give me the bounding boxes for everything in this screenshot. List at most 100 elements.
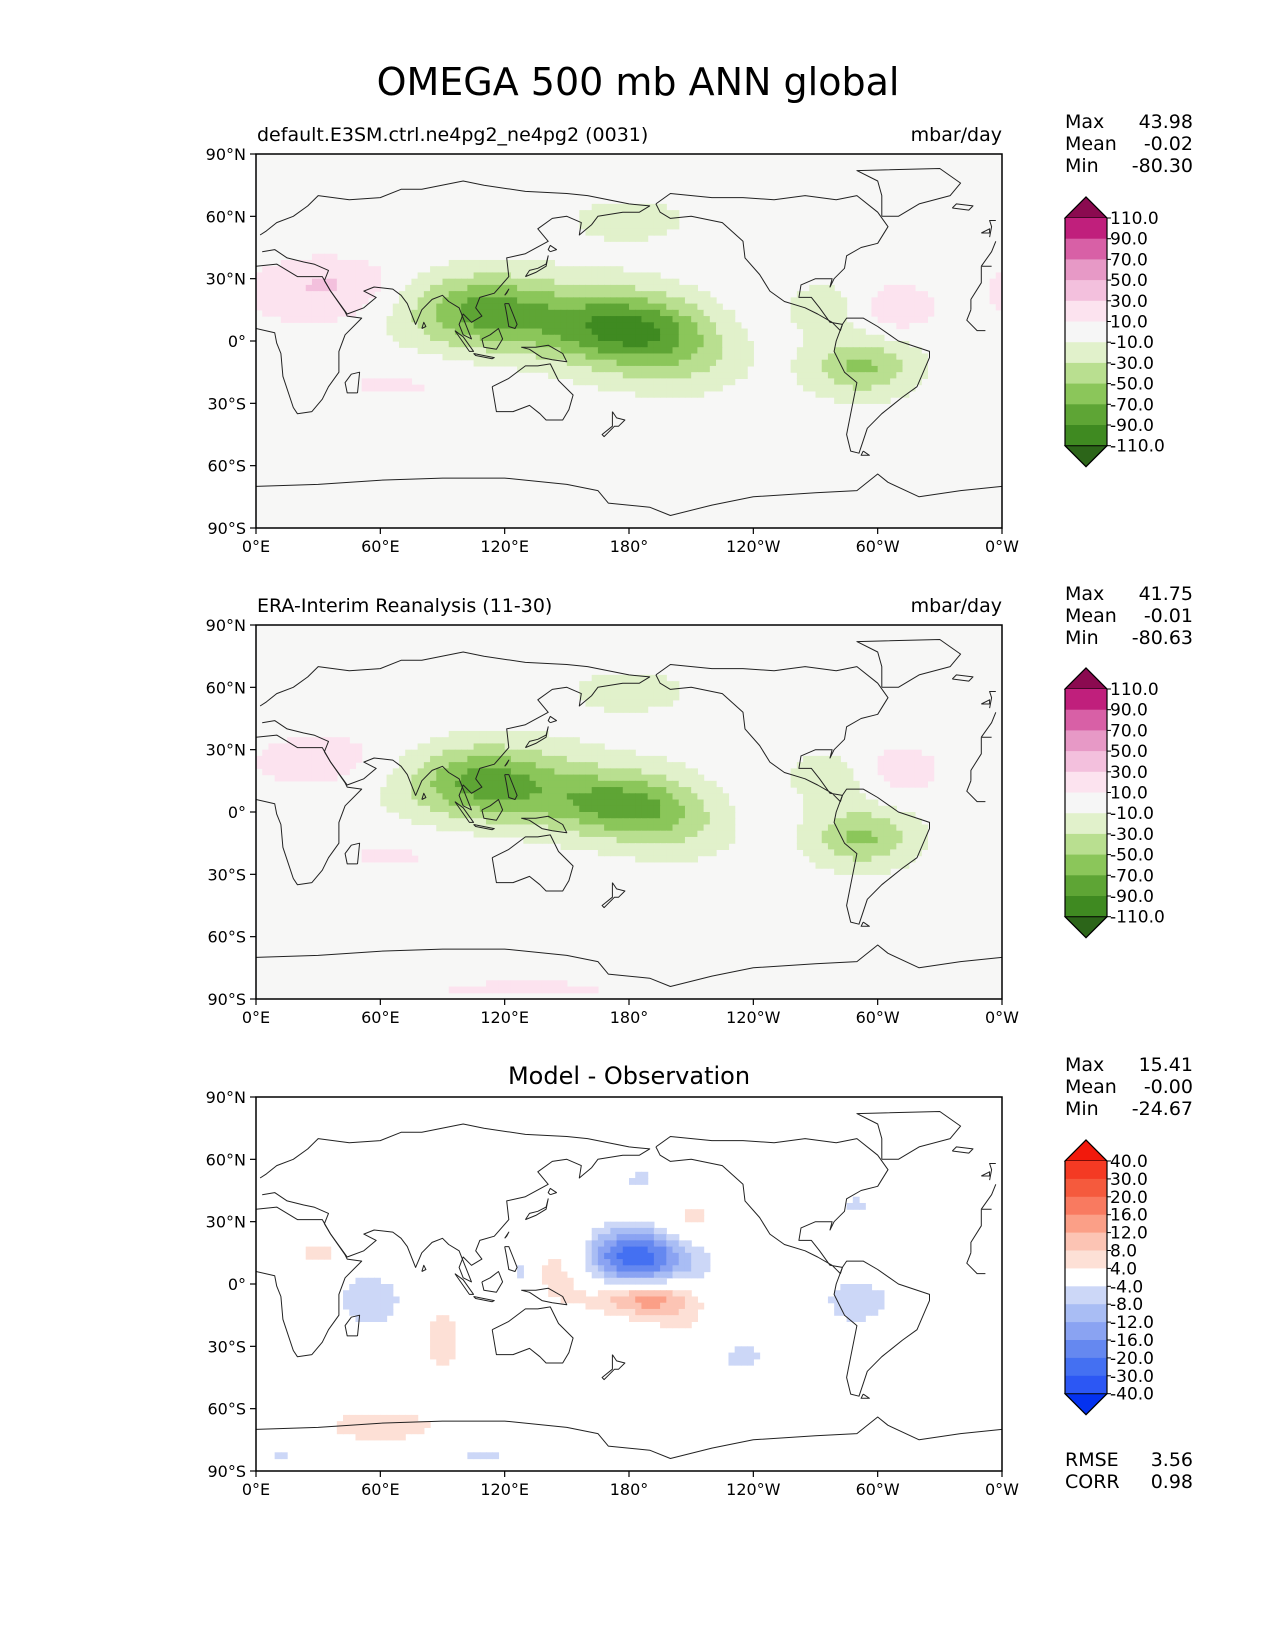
contour-cell — [349, 259, 357, 267]
contour-cell — [859, 359, 866, 367]
contour-cell — [523, 836, 531, 844]
contour-cell — [523, 755, 531, 763]
x-tick-label: 0°E — [242, 537, 270, 556]
y-tick-label: 60°N — [206, 678, 246, 697]
contour-cell — [641, 216, 649, 224]
contour-cell — [287, 774, 294, 782]
contour-cell — [877, 824, 885, 832]
contour-cell — [473, 291, 481, 298]
contour-cell — [883, 843, 891, 850]
contour-cell — [473, 749, 481, 757]
contour-cell — [554, 805, 562, 813]
contour-cell — [566, 334, 574, 342]
contour-cell — [846, 774, 854, 782]
y-tick-label: 30°N — [206, 741, 246, 760]
contour-cell — [827, 818, 835, 826]
contour-cell — [635, 272, 643, 280]
contour-cell — [616, 284, 624, 292]
contour-cell — [467, 812, 475, 819]
contour-cell — [355, 1290, 363, 1298]
contour-cell — [541, 986, 549, 994]
contour-cell — [827, 849, 835, 857]
contour-cell — [405, 1421, 413, 1428]
contour-cell — [896, 291, 904, 298]
contour-cell — [597, 1240, 605, 1248]
contour-cell — [591, 334, 599, 342]
contour-cell — [498, 830, 506, 838]
contour-cell — [865, 378, 873, 386]
contour-cell — [840, 836, 848, 844]
contour-cell — [622, 749, 630, 757]
contour-cell — [504, 322, 512, 330]
contour-cell — [821, 291, 829, 298]
contour-cell — [473, 309, 481, 317]
contour-cell — [840, 1308, 848, 1316]
contour-cell — [597, 222, 605, 230]
contour-cell — [678, 1271, 686, 1279]
contour-cell — [678, 334, 686, 342]
contour-cell — [510, 755, 518, 763]
contour-cell — [622, 1259, 630, 1266]
contour-cell — [585, 359, 593, 367]
contour-cell — [834, 793, 841, 801]
contour-cell — [486, 272, 493, 280]
contour-cell — [883, 384, 891, 392]
contour-cell — [709, 347, 717, 355]
colorbar-label: -16.0 — [1110, 1331, 1154, 1351]
contour-cell — [492, 749, 500, 757]
contour-cell — [554, 737, 562, 745]
contour-cell — [423, 297, 431, 305]
contour-cell — [311, 284, 319, 292]
contour-cell — [517, 730, 524, 738]
contour-cell — [398, 805, 406, 813]
contour-cell — [405, 855, 413, 863]
contour-cell — [641, 284, 649, 292]
contour-cell — [896, 762, 904, 769]
contour-cell — [492, 309, 500, 317]
contour-cell — [610, 780, 618, 788]
contour-cell — [398, 849, 406, 857]
contour-cell — [629, 316, 636, 323]
contour-cell — [355, 1433, 363, 1441]
contour-cell — [796, 303, 804, 311]
contour-cell — [629, 210, 636, 217]
contour-cell — [423, 768, 431, 776]
contour-cell — [666, 774, 674, 782]
contour-cell — [579, 1290, 587, 1298]
contour-cell — [635, 322, 643, 330]
contour-cell — [498, 322, 506, 330]
contour-cell — [635, 1315, 643, 1322]
panel-difference-contours — [274, 1171, 885, 1460]
contour-cell — [684, 1315, 692, 1322]
contour-cell — [840, 1290, 848, 1298]
contour-cell — [405, 805, 413, 813]
contour-cell — [815, 812, 823, 819]
contour-cell — [877, 372, 885, 379]
contour-cell — [728, 812, 736, 819]
contour-cell — [311, 774, 319, 782]
contour-cell — [430, 272, 437, 280]
contour-cell — [479, 730, 487, 738]
contour-cell — [591, 1246, 599, 1254]
contour-cell — [560, 272, 568, 280]
contour-cell — [504, 799, 512, 807]
contour-cell — [635, 1234, 643, 1241]
contour-cell — [703, 309, 711, 317]
contour-cell — [535, 762, 543, 769]
contour-cell — [678, 359, 686, 367]
contour-cell — [299, 278, 307, 286]
contour-cell — [877, 812, 885, 819]
contour-cell — [734, 372, 742, 379]
contour-cell — [430, 818, 437, 826]
contour-cell — [417, 322, 425, 330]
contour-cell — [510, 297, 518, 305]
corr-value: 0.98 — [1151, 1471, 1193, 1493]
contour-cell — [622, 1308, 630, 1316]
contour-cell — [803, 824, 810, 832]
colorbar-segment — [1065, 280, 1107, 302]
contour-cell — [504, 341, 512, 348]
contour-cell — [479, 986, 487, 994]
contour-cell — [361, 1427, 369, 1435]
contour-cell — [815, 855, 823, 863]
contour-cell — [336, 768, 344, 776]
